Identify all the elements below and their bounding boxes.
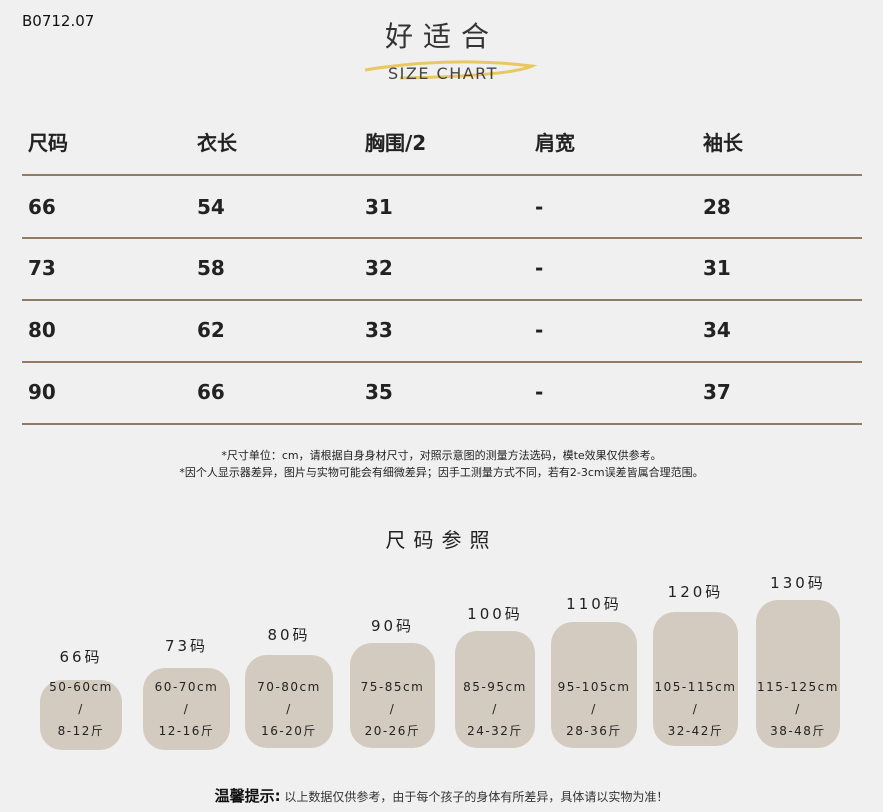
table-cell: 73 — [28, 256, 56, 280]
table-cell: - — [535, 318, 544, 342]
size-label: 100码 — [467, 605, 523, 623]
size-reference-title: 尺码参照 — [385, 528, 498, 552]
size-label: 130码 — [770, 574, 826, 592]
tip-label: 温馨提示: — [214, 787, 281, 805]
column-header: 肩宽 — [535, 131, 575, 155]
table-cell: 34 — [703, 318, 731, 342]
size-sep: / — [692, 702, 699, 716]
size-sep: / — [183, 702, 190, 716]
size-card: 50-60cm / 8-12斤 — [40, 680, 122, 750]
size-sep: / — [286, 702, 292, 716]
size-label: 80码 — [267, 626, 311, 644]
size-weight: 32-42斤 — [667, 724, 724, 738]
size-height: 50-60cm — [49, 680, 113, 694]
size-weight: 38-48斤 — [770, 724, 826, 738]
note-line: *因个人显示器差异，图片与实物可能会有细微差异；因手工测量方式不同，若有2-3c… — [179, 466, 704, 479]
note-line: *尺寸单位：cm，请根据自身身材尺寸，对照示意图的测量方法选码，模te效果仅供参… — [221, 449, 662, 462]
logo-chinese: 好适合 — [385, 20, 500, 53]
size-weight: 24-32斤 — [467, 724, 523, 738]
size-card: 105-115cm / 32-42斤 — [653, 612, 738, 746]
size-sep: / — [795, 702, 801, 716]
size-weight: 12-16斤 — [158, 724, 215, 738]
column-header: 袖长 — [703, 131, 743, 155]
size-height: 85-95cm — [463, 680, 527, 694]
table-cell: 28 — [703, 195, 731, 219]
size-height: 105-115cm — [654, 680, 737, 694]
table-cell: 58 — [197, 256, 225, 280]
size-card: 70-80cm / 16-20斤 — [245, 655, 333, 748]
size-weight: 16-20斤 — [261, 724, 317, 738]
size-sep: / — [492, 702, 498, 716]
table-cell: - — [535, 195, 544, 219]
table-cell: 54 — [197, 195, 225, 219]
row-divider — [22, 174, 862, 176]
size-height: 75-85cm — [360, 680, 425, 694]
column-header: 胸围/2 — [365, 131, 427, 155]
size-card: 75-85cm / 20-26斤 — [350, 643, 435, 748]
table-cell: 66 — [197, 380, 225, 404]
size-weight: 20-26斤 — [364, 724, 421, 738]
table-cell: - — [535, 380, 544, 404]
size-card: 115-125cm / 38-48斤 — [756, 600, 840, 748]
table-cell: 32 — [365, 256, 393, 280]
table-cell: 37 — [703, 380, 731, 404]
row-divider — [22, 361, 862, 363]
size-height: 70-80cm — [257, 680, 321, 694]
table-cell: 31 — [365, 195, 393, 219]
row-divider — [22, 423, 862, 425]
size-sep: / — [389, 702, 396, 716]
table-cell: 90 — [28, 380, 56, 404]
column-header: 衣长 — [197, 131, 237, 155]
size-sep: / — [591, 702, 597, 716]
row-divider — [22, 299, 862, 301]
size-label: 66码 — [59, 648, 103, 666]
size-label: 110码 — [566, 595, 622, 613]
table-cell: 80 — [28, 318, 56, 342]
size-label: 73码 — [164, 637, 209, 655]
size-weight: 28-36斤 — [566, 724, 622, 738]
table-cell: 66 — [28, 195, 56, 219]
size-card: 60-70cm / 12-16斤 — [143, 668, 230, 750]
size-label: 120码 — [667, 583, 724, 601]
size-height: 60-70cm — [154, 680, 219, 694]
column-header: 尺码 — [28, 131, 68, 155]
table-cell: 33 — [365, 318, 393, 342]
size-height: 95-105cm — [557, 680, 631, 694]
table-cell: 35 — [365, 380, 393, 404]
size-label: 90码 — [370, 617, 415, 635]
size-weight: 8-12斤 — [57, 724, 105, 738]
table-cell: 31 — [703, 256, 731, 280]
logo-english: SIZE CHART — [388, 64, 498, 83]
table-cell: 62 — [197, 318, 225, 342]
size-height: 115-125cm — [757, 680, 839, 694]
size-card: 85-95cm / 24-32斤 — [455, 631, 535, 748]
size-card: 95-105cm / 28-36斤 — [551, 622, 637, 748]
logo-swoosh — [364, 60, 538, 80]
tip-text: 以上数据仅供参考，由于每个孩子的身体有所差异，具体请以实物为准！ — [284, 790, 669, 804]
row-divider — [22, 237, 862, 239]
size-sep: / — [78, 702, 84, 716]
product-code: B0712.07 — [22, 12, 95, 30]
tip: 温馨提示: 以上数据仅供参考，由于每个孩子的身体有所差异，具体请以实物为准！ — [0, 786, 883, 807]
table-cell: - — [535, 256, 544, 280]
